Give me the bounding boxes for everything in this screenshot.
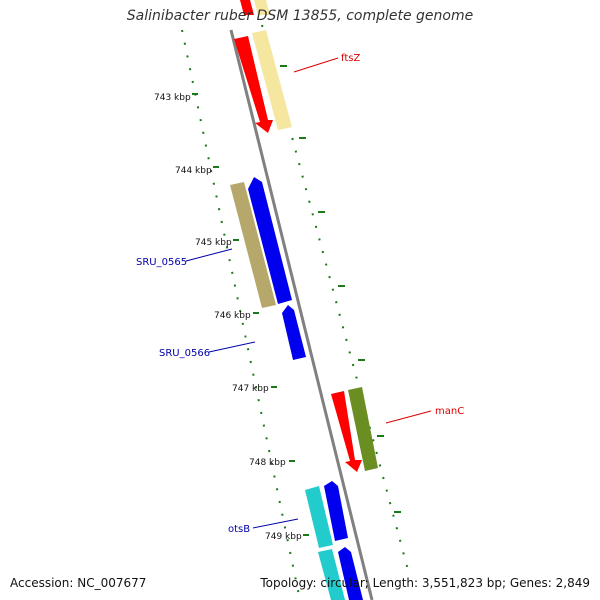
- genome-backbone: [229, 29, 374, 600]
- gene-red-partial[interactable]: [240, 0, 254, 15]
- gene-label-SRU_0566[interactable]: SRU_0566: [159, 348, 210, 359]
- gene-blue-1[interactable]: [248, 177, 292, 304]
- gene-label-otsB[interactable]: otsB: [228, 524, 250, 535]
- gene-blue-2[interactable]: [324, 481, 348, 541]
- gene-label-manC[interactable]: manC: [435, 406, 464, 417]
- tick-label: 746 kbp: [214, 311, 251, 321]
- leader-ftsZ: [293, 57, 339, 73]
- gene-label-ftsZ[interactable]: ftsZ: [341, 53, 360, 64]
- leader-manC: [385, 410, 432, 424]
- tick-label: 743 kbp: [154, 93, 191, 103]
- gene-SRU_0566[interactable]: [282, 305, 306, 360]
- gene-red-manC[interactable]: [331, 391, 362, 472]
- accession-text: Accession: NC_007677: [10, 576, 147, 590]
- gene-label-SRU_0565[interactable]: SRU_0565: [136, 257, 187, 268]
- tick-label: 744 kbp: [175, 166, 212, 176]
- gene-otsB[interactable]: [305, 486, 333, 548]
- topology-text: Topology: circular; Length: 3,551,823 bp…: [260, 576, 590, 590]
- gene-manC[interactable]: [348, 387, 378, 471]
- gene-blue-bottom[interactable]: [338, 547, 363, 600]
- gene-cyan-bottom[interactable]: [318, 549, 345, 600]
- outer-tick-marks: [280, 65, 401, 513]
- inner-tick-marks: [192, 93, 309, 536]
- leader-SRU_0565: [185, 248, 233, 262]
- gene-SRU_0565[interactable]: [230, 182, 276, 308]
- tick-label: 747 kbp: [232, 384, 269, 394]
- tick-label: 748 kbp: [249, 458, 286, 468]
- gene-yellow-partial[interactable]: [254, 0, 270, 15]
- tick-label: 745 kbp: [195, 238, 232, 248]
- leader-SRU_0566: [208, 341, 256, 353]
- gene-ftsZ-yellow[interactable]: [252, 30, 292, 130]
- map-title: Salinibacter ruber DSM 13855, complete g…: [126, 8, 474, 24]
- leader-otsB: [252, 518, 299, 529]
- gene-ftsZ-red[interactable]: [234, 36, 273, 133]
- tick-label: 749 kbp: [265, 532, 302, 542]
